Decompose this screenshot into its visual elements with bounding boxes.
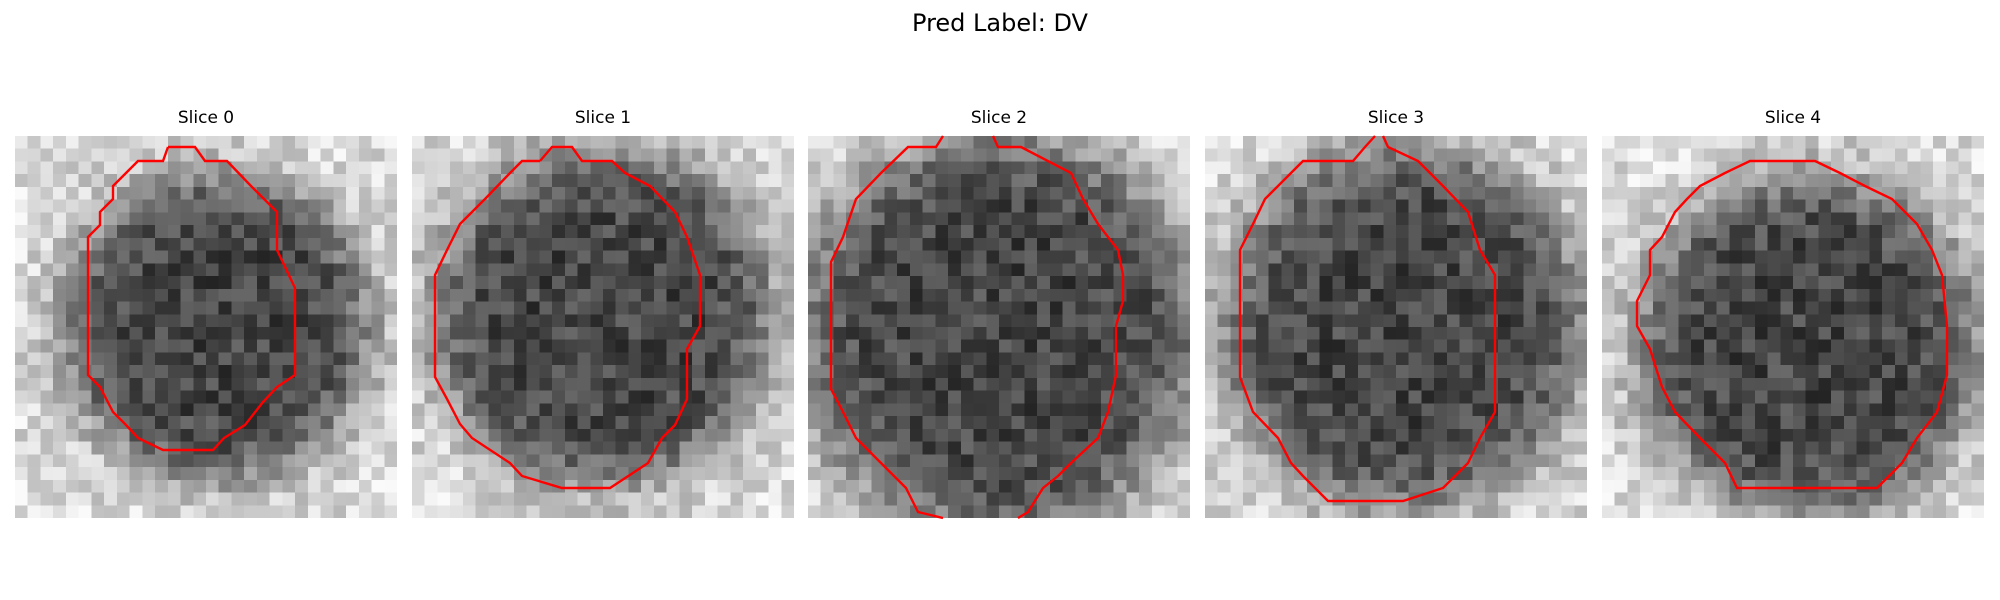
slice-panel-4: Slice 4: [1602, 108, 1984, 518]
contour-outline-0: [86, 145, 297, 452]
slice-image-1: [412, 136, 794, 518]
slice-image-3: [1205, 136, 1587, 518]
slice-title-4: Slice 4: [1764, 108, 1822, 128]
slice-panel-1: Slice 1: [412, 108, 794, 518]
slice-image-4: [1602, 136, 1984, 518]
slice-image-0: [15, 136, 397, 518]
slice-title-0: Slice 0: [177, 108, 235, 128]
contour-outline-1: [433, 145, 702, 490]
slice-title-1: Slice 1: [574, 108, 632, 128]
slice-panel-2: Slice 2: [808, 108, 1190, 520]
slice-panel-0: Slice 0: [15, 108, 397, 518]
slice-panel-3: Slice 3: [1205, 108, 1587, 518]
contour-outline-2: [829, 135, 1125, 520]
contour-outline-4: [1635, 159, 1949, 490]
slice-title-3: Slice 3: [1367, 108, 1425, 128]
contour-outline-3: [1238, 135, 1497, 503]
figure-title: Pred Label: DV: [912, 9, 1088, 37]
slice-title-2: Slice 2: [970, 108, 1028, 128]
